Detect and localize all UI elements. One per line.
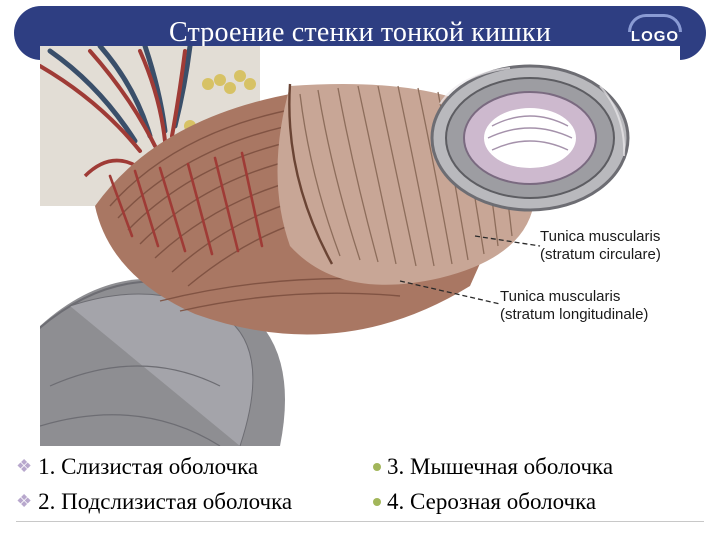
bullet-label: 1. Слизистая оболочка: [38, 451, 258, 482]
annotation-longitudinal-line2: (stratum longitudinale): [500, 306, 648, 324]
intestine-illustration: Tunica muscularis (stratum circulare) Tu…: [40, 46, 680, 446]
bullet-label: 3. Мышечная оболочка: [387, 451, 613, 482]
bullet-label: 4. Серозная оболочка: [387, 486, 596, 517]
annotation-longitudinal-line1: Tunica muscularis: [500, 288, 648, 306]
annotation-circular-line2: (stratum circulare): [540, 246, 661, 264]
diamond-icon: ❖: [16, 451, 32, 481]
dot-icon: [373, 463, 381, 471]
annotation-longitudinal: Tunica muscularis (stratum longitudinale…: [500, 288, 648, 324]
bullet-item-mucosa: ❖ 1. Слизистая оболочка: [16, 451, 355, 482]
bullet-item-serosa: 4. Серозная оболочка: [365, 486, 704, 517]
annotation-circular-line1: Tunica muscularis: [540, 228, 661, 246]
logo: LOGO: [628, 14, 682, 45]
bullet-item-submucosa: ❖ 2. Подслизистая оболочка: [16, 486, 355, 517]
annotation-circular: Tunica muscularis (stratum circulare): [540, 228, 661, 264]
dot-icon: [373, 498, 381, 506]
page-title: Строение стенки тонкой кишки: [169, 17, 551, 49]
bullet-item-muscular: 3. Мышечная оболочка: [365, 451, 704, 482]
bullet-list: ❖ 1. Слизистая оболочка 3. Мышечная обол…: [16, 451, 704, 522]
logo-label: LOGO: [628, 28, 682, 45]
bullet-label: 2. Подслизистая оболочка: [38, 486, 292, 517]
diamond-icon: ❖: [16, 486, 32, 516]
